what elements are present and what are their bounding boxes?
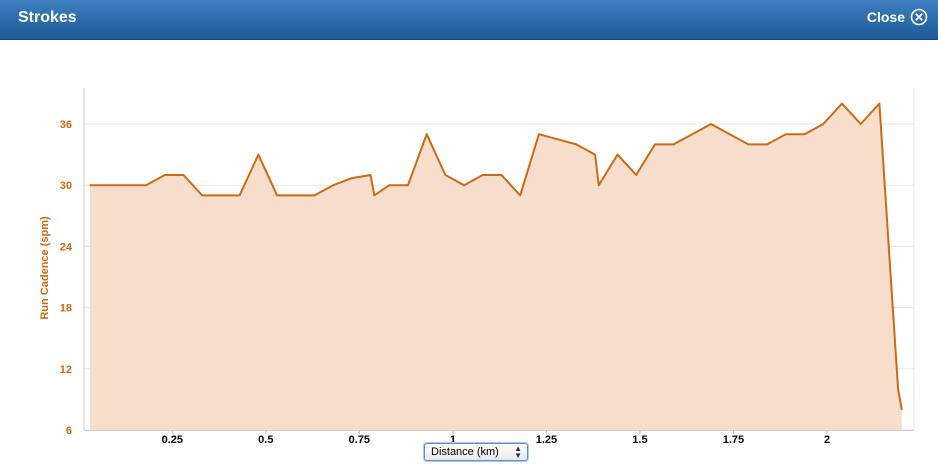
series-area bbox=[90, 103, 902, 430]
data-point bbox=[370, 174, 372, 176]
data-point bbox=[635, 174, 637, 176]
close-label: Close bbox=[866, 9, 905, 25]
y-axis-label: Run Cadence (spm) bbox=[39, 216, 51, 320]
window-title: Strokes bbox=[18, 9, 77, 26]
data-point bbox=[804, 133, 806, 135]
data-point bbox=[691, 133, 693, 135]
y-tick-label: 12 bbox=[60, 364, 72, 376]
data-point bbox=[822, 123, 824, 125]
data-point bbox=[426, 133, 428, 135]
data-point bbox=[594, 154, 596, 156]
x-axis-select[interactable]: Distance (km) ▲ ▼ bbox=[424, 443, 528, 461]
x-tick-label: 1.75 bbox=[723, 434, 744, 446]
x-tick-label: 0.5 bbox=[258, 434, 273, 446]
y-tick-label: 6 bbox=[66, 425, 72, 437]
data-point bbox=[276, 194, 278, 196]
data-point bbox=[108, 184, 110, 186]
data-point bbox=[388, 184, 390, 186]
data-point bbox=[182, 174, 185, 176]
data-point bbox=[220, 194, 222, 196]
x-axis-select-value: Distance (km) bbox=[431, 446, 499, 458]
data-point bbox=[901, 409, 903, 411]
data-point bbox=[538, 133, 540, 135]
window-titlebar: Strokes Close bbox=[0, 0, 938, 40]
y-tick-label: 36 bbox=[60, 119, 72, 131]
y-tick-label: 30 bbox=[60, 180, 72, 192]
data-point bbox=[313, 194, 316, 196]
data-point bbox=[860, 123, 862, 125]
data-point bbox=[878, 103, 881, 105]
x-tick-label: 0.25 bbox=[162, 434, 183, 446]
select-arrows-icon: ▲ ▼ bbox=[514, 444, 522, 460]
data-point bbox=[332, 184, 334, 186]
data-point bbox=[557, 138, 559, 140]
data-point bbox=[295, 194, 297, 196]
data-point bbox=[766, 143, 768, 145]
x-tick-label: 1 bbox=[450, 434, 456, 446]
data-point bbox=[257, 154, 259, 156]
x-tick-label: 0.75 bbox=[349, 434, 370, 446]
data-point bbox=[373, 194, 375, 196]
data-point bbox=[785, 133, 787, 135]
data-point bbox=[89, 184, 91, 186]
x-tick-label: 1.25 bbox=[536, 434, 557, 446]
data-point bbox=[145, 184, 147, 186]
data-point bbox=[654, 143, 656, 145]
y-tick-labels: 6 12 18 24 30 36 bbox=[60, 119, 73, 437]
x-tick-label: 1.5 bbox=[632, 434, 647, 446]
close-button[interactable]: Close bbox=[867, 8, 928, 26]
y-tick-label: 24 bbox=[60, 241, 73, 253]
data-point bbox=[126, 184, 128, 186]
area-layer bbox=[89, 102, 903, 430]
data-point bbox=[444, 174, 446, 176]
data-point bbox=[673, 143, 675, 145]
data-point bbox=[164, 174, 166, 176]
x-tick-label: 2 bbox=[824, 434, 830, 446]
data-point bbox=[598, 184, 600, 186]
data-point bbox=[407, 184, 409, 186]
close-icon[interactable] bbox=[910, 8, 928, 26]
data-point bbox=[239, 194, 241, 196]
data-point bbox=[519, 194, 521, 196]
y-tick-label: 18 bbox=[60, 303, 72, 315]
x-tick-labels: 0.25 0.5 0.75 1 1.25 1.5 1.75 2 bbox=[162, 430, 830, 446]
data-point bbox=[710, 123, 712, 125]
data-point bbox=[463, 184, 465, 186]
data-point bbox=[897, 388, 899, 390]
data-point bbox=[482, 174, 484, 176]
data-point bbox=[616, 154, 619, 156]
axes bbox=[83, 88, 914, 431]
data-point bbox=[841, 103, 843, 105]
data-point bbox=[500, 174, 503, 176]
data-point bbox=[747, 143, 750, 145]
data-point bbox=[575, 143, 577, 145]
data-point bbox=[351, 177, 353, 179]
data-point bbox=[201, 194, 203, 196]
data-point bbox=[729, 133, 731, 135]
